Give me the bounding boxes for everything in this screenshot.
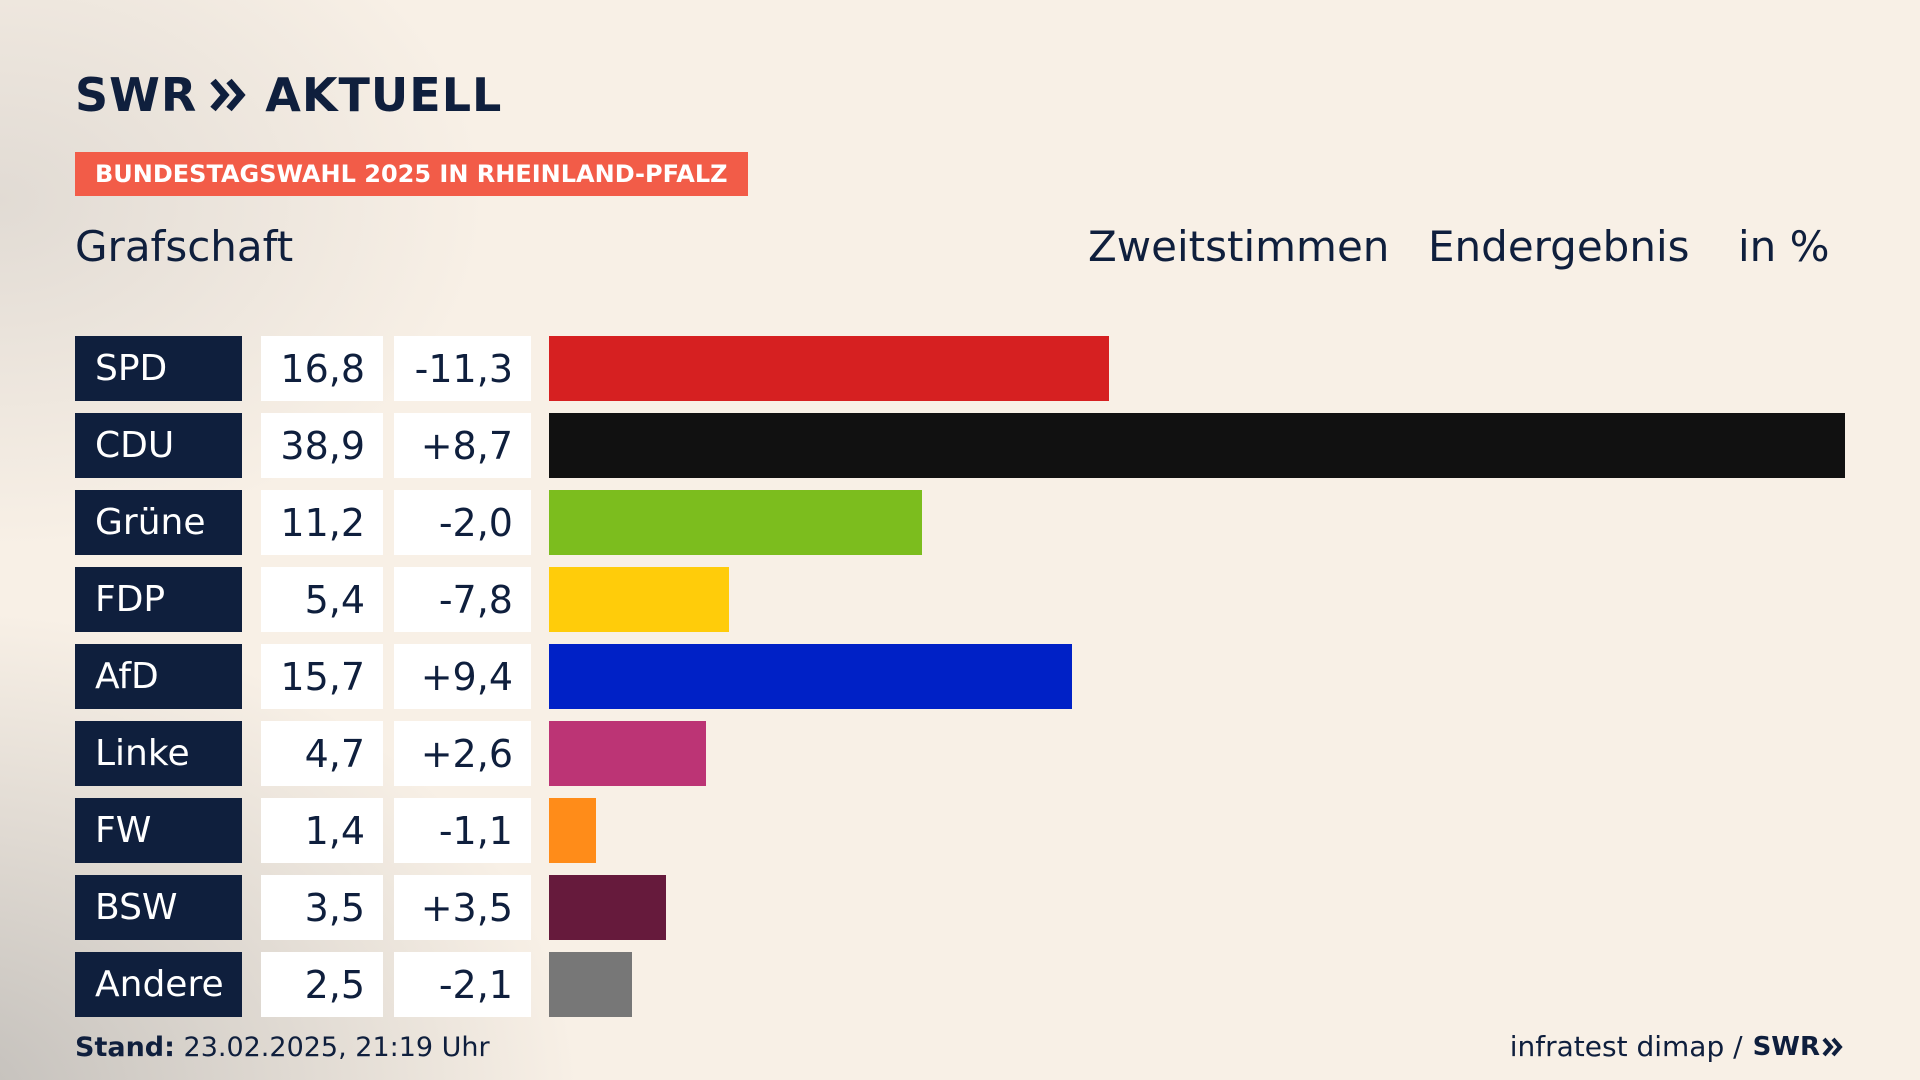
timestamp-label: Stand: bbox=[75, 1032, 175, 1063]
result-bar bbox=[549, 644, 1072, 709]
party-label: SPD bbox=[75, 336, 242, 401]
footer-chevron-icon bbox=[1822, 1037, 1843, 1056]
party-label: CDU bbox=[75, 413, 242, 478]
timestamp: Stand: 23.02.2025, 21:19 Uhr bbox=[75, 1032, 490, 1063]
result-row: SPD 16,8 -11,3 bbox=[75, 336, 1845, 401]
vote-change-value: -7,8 bbox=[394, 567, 531, 632]
result-bar bbox=[549, 721, 706, 786]
result-status-label: Endergebnis bbox=[1428, 222, 1690, 271]
result-row: CDU 38,9 +8,7 bbox=[75, 413, 1845, 478]
vote-share-value: 38,9 bbox=[261, 413, 383, 478]
result-bar bbox=[549, 567, 729, 632]
vote-change-value: -11,3 bbox=[394, 336, 531, 401]
party-label: Grüne bbox=[75, 490, 242, 555]
result-bar bbox=[549, 952, 632, 1017]
result-row: FW 1,4 -1,1 bbox=[75, 798, 1845, 863]
unit-label: in % bbox=[1738, 222, 1830, 271]
vote-change-value: +3,5 bbox=[394, 875, 531, 940]
vote-change-value: +2,6 bbox=[394, 721, 531, 786]
result-bar bbox=[549, 490, 922, 555]
result-bar bbox=[549, 413, 1845, 478]
result-row: Linke 4,7 +2,6 bbox=[75, 721, 1845, 786]
result-bar bbox=[549, 336, 1109, 401]
vote-share-value: 16,8 bbox=[261, 336, 383, 401]
result-row: Grüne 11,2 -2,0 bbox=[75, 490, 1845, 555]
result-row: BSW 3,5 +3,5 bbox=[75, 875, 1845, 940]
vote-change-value: +8,7 bbox=[394, 413, 531, 478]
timestamp-value: 23.02.2025, 21:19 Uhr bbox=[183, 1032, 490, 1063]
source-credit: infratest dimap / SWR bbox=[1510, 1030, 1844, 1063]
vote-share-value: 15,7 bbox=[261, 644, 383, 709]
election-badge: BUNDESTAGSWAHL 2025 IN RHEINLAND-PFALZ bbox=[75, 152, 748, 196]
party-label: BSW bbox=[75, 875, 242, 940]
result-bar bbox=[549, 798, 596, 863]
logo-aktuell-text: AKTUELL bbox=[265, 68, 503, 122]
footer-logo-text: SWR bbox=[1752, 1031, 1820, 1062]
source-text: infratest dimap / bbox=[1509, 1030, 1743, 1063]
vote-share-value: 2,5 bbox=[261, 952, 383, 1017]
vote-change-value: -2,0 bbox=[394, 490, 531, 555]
vote-share-value: 11,2 bbox=[261, 490, 383, 555]
vote-change-value: +9,4 bbox=[394, 644, 531, 709]
result-row: Andere 2,5 -2,1 bbox=[75, 952, 1845, 1017]
vote-type-label: Zweitstimmen bbox=[1088, 222, 1390, 271]
vote-share-value: 5,4 bbox=[261, 567, 383, 632]
party-label: Linke bbox=[75, 721, 242, 786]
result-row: FDP 5,4 -7,8 bbox=[75, 567, 1845, 632]
logo-swr-text: SWR bbox=[75, 68, 198, 122]
swr-aktuell-logo: SWR AKTUELL bbox=[75, 68, 502, 122]
party-label: FW bbox=[75, 798, 242, 863]
double-chevron-right-icon bbox=[209, 78, 249, 112]
result-bar bbox=[549, 875, 666, 940]
vote-change-value: -1,1 bbox=[394, 798, 531, 863]
party-label: FDP bbox=[75, 567, 242, 632]
vote-change-value: -2,1 bbox=[394, 952, 531, 1017]
result-row: AfD 15,7 +9,4 bbox=[75, 644, 1845, 709]
party-label: AfD bbox=[75, 644, 242, 709]
footer-swr-logo: SWR bbox=[1753, 1032, 1844, 1062]
vote-share-value: 3,5 bbox=[261, 875, 383, 940]
party-label: Andere bbox=[75, 952, 242, 1017]
vote-share-value: 1,4 bbox=[261, 798, 383, 863]
region-title: Grafschaft bbox=[75, 222, 294, 271]
vote-share-value: 4,7 bbox=[261, 721, 383, 786]
